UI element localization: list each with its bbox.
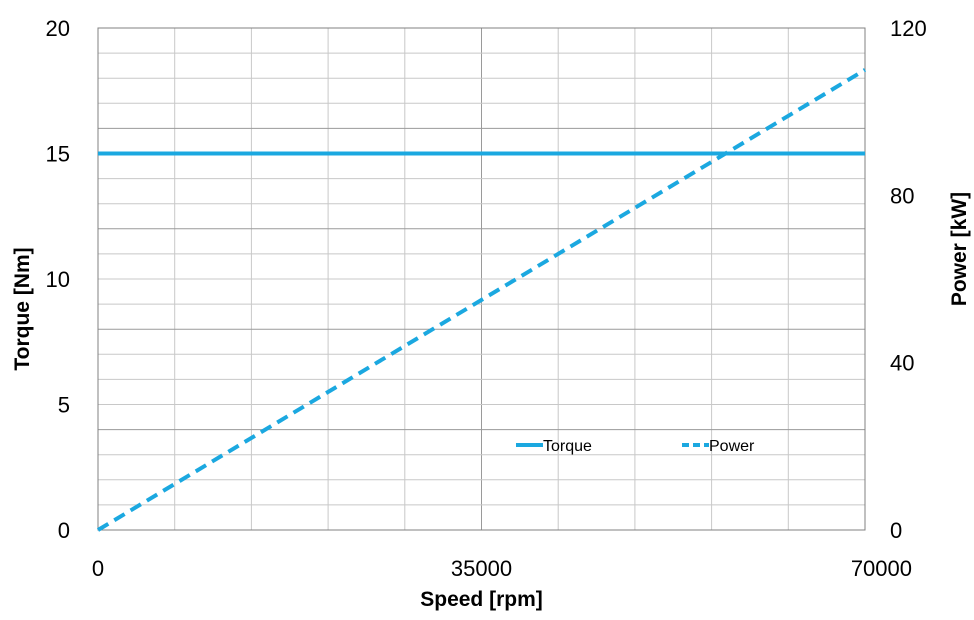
left-y-tick-label: 5 [58,393,70,418]
series-layer [96,68,867,532]
right-y-axis-title: Power [kW] [948,192,971,306]
legend-label-power: Power [709,438,755,455]
right-y-tick-label: 0 [890,518,902,543]
x-axis-title: Speed [rpm] [420,588,543,611]
legend: Torque Power [516,438,755,455]
x-tick-label: 35000 [451,556,512,581]
left-y-axis-title: Torque [Nm] [11,247,34,370]
series-line-power [96,68,867,532]
right-y-tick-label: 40 [890,351,914,376]
x-tick-label: 70000 [851,556,912,581]
legend-label-torque: Torque [543,438,592,455]
plot-area-border [97,27,866,531]
left-y-tick-label: 20 [46,16,70,41]
x-tick-label: 0 [92,556,104,581]
left-y-tick-label: 15 [46,142,70,167]
right-y-tick-label: 120 [890,16,927,41]
right-y-tick-label: 80 [890,183,914,208]
left-y-tick-label: 0 [58,518,70,543]
tick-labels: 0 5 10 15 20 0 40 80 120 0 35000 70000 [46,16,927,581]
left-y-tick-label: 10 [46,267,70,292]
